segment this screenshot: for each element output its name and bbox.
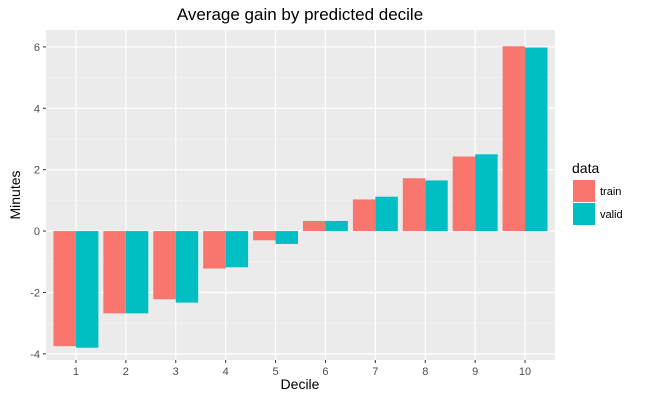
y-tick-label: 4 bbox=[34, 103, 40, 115]
y-tick-label: -4 bbox=[30, 349, 40, 361]
x-tick-label: 9 bbox=[472, 366, 478, 378]
x-axis-title: Decile bbox=[281, 376, 320, 392]
bar-train-3 bbox=[153, 231, 176, 300]
bar-train-8 bbox=[402, 178, 426, 232]
x-tick-label: 6 bbox=[322, 366, 328, 378]
legend-label-valid: valid bbox=[600, 209, 623, 221]
legend-item-valid: valid bbox=[573, 203, 623, 225]
x-tick-label: 10 bbox=[519, 366, 531, 378]
legend-swatch-valid bbox=[573, 203, 595, 225]
bars bbox=[53, 46, 548, 348]
x-axis: 1 2 3 4 5 6 7 8 9 10 bbox=[73, 360, 531, 378]
y-axis-title: Minutes bbox=[7, 170, 23, 219]
legend-label-train: train bbox=[600, 186, 621, 198]
bar-train-5 bbox=[253, 231, 276, 241]
x-tick-label: 5 bbox=[272, 366, 278, 378]
x-tick-label: 8 bbox=[422, 366, 428, 378]
bar-valid-2 bbox=[125, 231, 149, 314]
x-tick-label: 3 bbox=[173, 366, 179, 378]
bar-train-10 bbox=[502, 46, 526, 232]
bar-valid-10 bbox=[525, 47, 548, 232]
bar-valid-9 bbox=[475, 154, 498, 232]
x-tick-label: 2 bbox=[123, 366, 129, 378]
bar-train-9 bbox=[452, 156, 476, 232]
bar-train-1 bbox=[53, 231, 76, 347]
legend-item-train: train bbox=[573, 180, 621, 202]
y-tick-label: 0 bbox=[34, 226, 40, 238]
bar-valid-3 bbox=[175, 231, 199, 303]
bar-valid-7 bbox=[375, 196, 398, 232]
legend: data train valid bbox=[572, 160, 623, 225]
chart-title: Average gain by predicted decile bbox=[177, 5, 423, 24]
bar-train-2 bbox=[103, 231, 126, 314]
y-tick-label: 6 bbox=[34, 42, 40, 54]
x-tick-label: 1 bbox=[73, 366, 79, 378]
x-tick-label: 7 bbox=[372, 366, 378, 378]
legend-title: data bbox=[572, 160, 599, 176]
bar-valid-4 bbox=[225, 231, 249, 268]
bar-train-4 bbox=[203, 231, 226, 269]
bar-valid-5 bbox=[275, 231, 299, 244]
bar-train-6 bbox=[302, 220, 326, 232]
x-tick-label: 4 bbox=[223, 366, 229, 378]
legend-swatch-train bbox=[573, 180, 595, 202]
bar-train-7 bbox=[352, 199, 376, 232]
y-axis: -4 -2 0 2 4 6 bbox=[30, 42, 46, 361]
y-tick-label: -2 bbox=[30, 287, 40, 299]
y-tick-label: 2 bbox=[34, 165, 40, 177]
bar-valid-1 bbox=[75, 231, 99, 348]
bar-valid-8 bbox=[425, 180, 448, 232]
bar-valid-6 bbox=[325, 220, 348, 232]
